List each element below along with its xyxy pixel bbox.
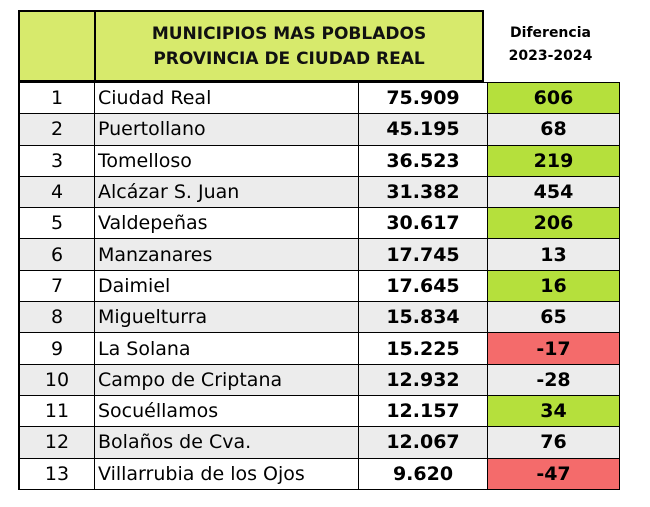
municipality-cell: Daimiel bbox=[94, 269, 359, 303]
diff-cell: -28 bbox=[487, 363, 620, 396]
municipality-cell: Alcázar S. Juan bbox=[94, 175, 359, 209]
municipality-cell: Socuéllamos bbox=[94, 394, 359, 428]
municipality-cell: Miguelturra bbox=[94, 301, 359, 334]
population-cell: 75.909 bbox=[358, 81, 488, 115]
table-row: 13 Villarrubia de los Ojos 9.620 -47 bbox=[18, 457, 620, 490]
rank-cell: 10 bbox=[18, 363, 95, 396]
rank-cell: 7 bbox=[18, 269, 95, 303]
rank-cell: 4 bbox=[18, 175, 95, 209]
diff-cell: 65 bbox=[487, 301, 620, 334]
population-cell: 12.932 bbox=[358, 363, 488, 396]
diff-cell: 219 bbox=[487, 144, 620, 177]
population-cell: 15.834 bbox=[358, 301, 488, 334]
diff-cell: 76 bbox=[487, 426, 620, 459]
table-row: 9 La Solana 15.225 -17 bbox=[18, 332, 620, 365]
rank-cell: 5 bbox=[18, 207, 95, 240]
table-row: 2 Puertollano 45.195 68 bbox=[18, 113, 620, 146]
table-row: 3 Tomelloso 36.523 219 bbox=[18, 144, 620, 177]
table-row: 1 Ciudad Real 75.909 606 bbox=[18, 81, 620, 115]
diff-cell: 606 bbox=[487, 81, 620, 115]
table-row: 5 Valdepeñas 30.617 206 bbox=[18, 207, 620, 240]
diff-cell: 206 bbox=[487, 207, 620, 240]
diff-cell: 34 bbox=[487, 394, 620, 428]
municipality-cell: Tomelloso bbox=[94, 144, 359, 177]
population-table: 1 Ciudad Real 75.909 606 2 Puertollano 45.195 6… bbox=[18, 81, 620, 490]
rank-cell: 2 bbox=[18, 113, 95, 146]
rank-cell: 8 bbox=[18, 301, 95, 334]
diff-cell: -17 bbox=[487, 332, 620, 365]
title-line-1: MUNICIPIOS MAS POBLADOS bbox=[151, 24, 427, 44]
rank-cell: 6 bbox=[18, 238, 95, 271]
municipality-cell: La Solana bbox=[94, 332, 359, 365]
population-cell: 15.225 bbox=[358, 332, 488, 365]
diff-cell: 68 bbox=[487, 113, 620, 146]
municipality-cell: Villarrubia de los Ojos bbox=[94, 457, 359, 490]
rank-cell: 1 bbox=[18, 81, 95, 115]
municipality-cell: Puertollano bbox=[94, 113, 359, 146]
rank-cell: 11 bbox=[18, 394, 95, 428]
table-row: 11 Socuéllamos 12.157 34 bbox=[18, 394, 620, 428]
population-cell: 30.617 bbox=[358, 207, 488, 240]
rank-cell: 3 bbox=[18, 144, 95, 177]
population-cell: 36.523 bbox=[358, 144, 488, 177]
population-cell: 31.382 bbox=[358, 175, 488, 209]
table-row: 12 Bolaños de Cva. 12.067 76 bbox=[18, 426, 620, 459]
title-line-2: PROVINCIA DE CIUDAD REAL bbox=[153, 49, 425, 69]
table-row: 6 Manzanares 17.745 13 bbox=[18, 238, 620, 271]
diff-cell: 13 bbox=[487, 238, 620, 271]
municipality-cell: Ciudad Real bbox=[94, 81, 359, 115]
table-row: 7 Daimiel 17.645 16 bbox=[18, 269, 620, 303]
diff-cell: 16 bbox=[487, 269, 620, 303]
table-row: 4 Alcázar S. Juan 31.382 454 bbox=[18, 175, 620, 209]
header-divider bbox=[94, 12, 96, 80]
population-cell: 12.067 bbox=[358, 426, 488, 459]
diff-header-line-2: 2023-2024 bbox=[508, 48, 593, 64]
table-title: MUNICIPIOS MAS POBLADOS PROVINCIA DE CIU… bbox=[96, 22, 482, 72]
diff-cell: -47 bbox=[487, 457, 620, 490]
diff-header-line-1: Diferencia bbox=[510, 25, 591, 41]
municipality-cell: Campo de Criptana bbox=[94, 363, 359, 396]
population-cell: 17.645 bbox=[358, 269, 488, 303]
population-cell: 12.157 bbox=[358, 394, 488, 428]
diff-cell: 454 bbox=[487, 175, 620, 209]
municipality-cell: Valdepeñas bbox=[94, 207, 359, 240]
table-row: 10 Campo de Criptana 12.932 -28 bbox=[18, 363, 620, 396]
rank-cell: 13 bbox=[18, 457, 95, 490]
table-header: MUNICIPIOS MAS POBLADOS PROVINCIA DE CIU… bbox=[18, 10, 484, 82]
rank-cell: 12 bbox=[18, 426, 95, 459]
municipality-cell: Manzanares bbox=[94, 238, 359, 271]
diff-header: Diferencia 2023-2024 bbox=[484, 22, 617, 68]
population-cell: 9.620 bbox=[358, 457, 488, 490]
municipality-cell: Bolaños de Cva. bbox=[94, 426, 359, 459]
population-cell: 45.195 bbox=[358, 113, 488, 146]
population-cell: 17.745 bbox=[358, 238, 488, 271]
table-row: 8 Miguelturra 15.834 65 bbox=[18, 301, 620, 334]
rank-cell: 9 bbox=[18, 332, 95, 365]
